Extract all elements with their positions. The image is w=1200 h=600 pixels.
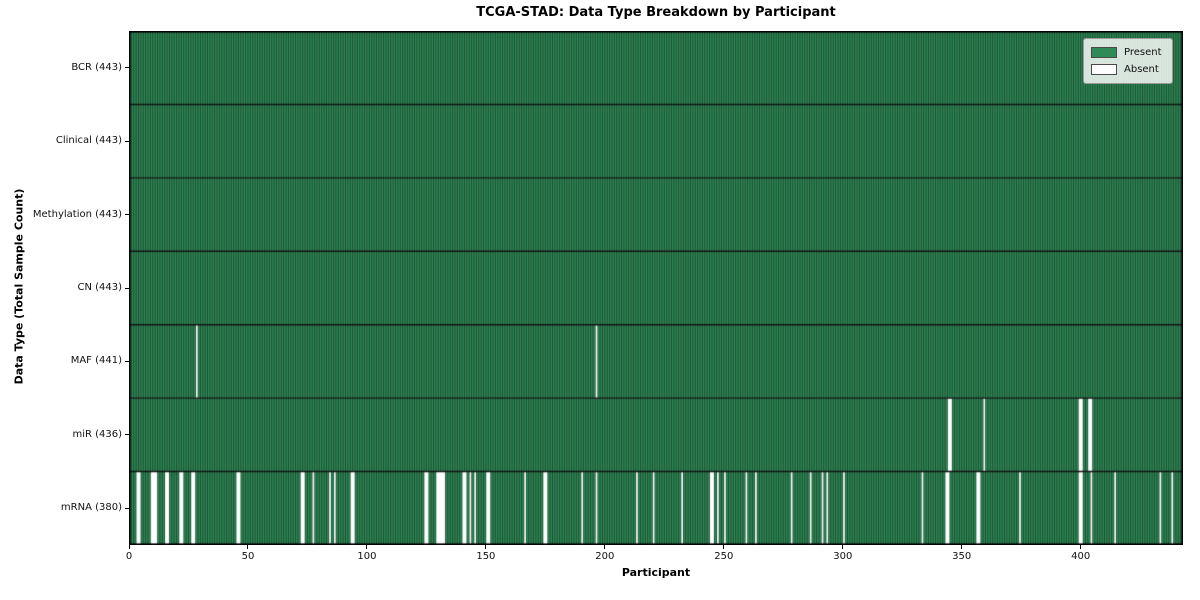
y-tick-mark	[125, 507, 129, 509]
y-tick-label-CN: CN (443)	[77, 282, 122, 293]
y-tick-mark	[125, 434, 129, 436]
x-tick-label-250: 250	[714, 551, 734, 562]
x-axis-label: Participant	[621, 566, 691, 579]
x-tick-mark	[366, 545, 368, 549]
x-tick-label-100: 100	[357, 551, 377, 562]
y-tick-label-mRNA: mRNA (380)	[60, 502, 122, 514]
x-tick-mark	[604, 545, 606, 549]
x-tick-label-0: 0	[125, 551, 133, 562]
y-tick-mark	[125, 140, 129, 142]
legend: Present Absent	[1083, 38, 1173, 84]
chart-title: TCGA-STAD: Data Type Breakdown by Partic…	[476, 5, 836, 20]
legend-label: Absent	[1124, 64, 1159, 75]
legend-item-absent: Absent	[1091, 61, 1165, 78]
x-tick-mark	[485, 545, 487, 549]
x-tick-mark	[723, 545, 725, 549]
x-tick-label-300: 300	[833, 551, 853, 562]
legend-swatch-icon	[1091, 64, 1117, 75]
y-tick-mark	[125, 287, 129, 289]
legend-item-present: Present	[1091, 44, 1165, 61]
y-tick-mark	[125, 214, 129, 216]
x-tick-label-200: 200	[595, 551, 615, 562]
y-tick-label-Methylation: Methylation (443)	[32, 208, 122, 220]
x-tick-label-150: 150	[476, 551, 496, 562]
x-tick-mark	[1080, 545, 1082, 549]
y-tick-label-miR: miR (436)	[72, 428, 122, 440]
x-tick-label-50: 50	[241, 551, 255, 562]
x-tick-mark	[128, 545, 130, 549]
x-tick-label-350: 350	[952, 551, 972, 562]
y-tick-label-Clinical: Clinical (443)	[55, 135, 122, 147]
legend-swatch-icon	[1091, 47, 1117, 58]
x-tick-mark	[961, 545, 963, 549]
x-tick-mark	[842, 545, 844, 549]
y-tick-mark	[125, 360, 129, 362]
x-tick-label-400: 400	[1071, 551, 1091, 562]
legend-label: Present	[1124, 47, 1162, 58]
y-tick-label-MAF: MAF (441)	[70, 355, 122, 367]
heatmap-canvas	[129, 31, 1183, 545]
y-tick-mark	[125, 67, 129, 69]
y-tick-label-BCR: BCR (443)	[71, 61, 122, 73]
x-tick-mark	[247, 545, 249, 549]
y-axis-label: Data Type (Total Sample Count)	[12, 188, 26, 385]
